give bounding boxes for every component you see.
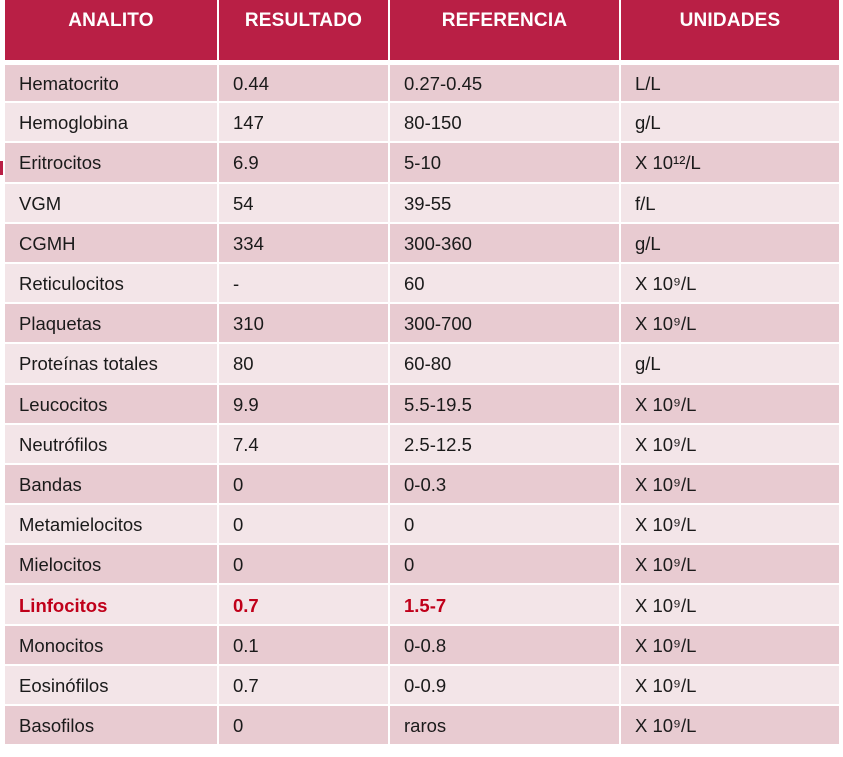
header-resultado: RESULTADO [217,0,390,63]
referencia-cell: 0-0.8 [388,623,621,666]
analito-cell: VGM [3,181,219,224]
referencia-cell: 2.5-12.5 [388,422,621,465]
unidades-cell: X 10⁹/L [619,382,841,425]
analito-cell: Bandas [3,462,219,506]
unidades-cell: X 10⁹/L [619,302,841,345]
resultado-cell: 0.44 [217,60,390,104]
analito-cell: Linfocitos [3,583,219,626]
resultado-cell: 9.9 [217,382,390,425]
analito-cell: Basofilos [3,703,219,747]
resultado-cell: 147 [217,101,390,144]
unidades-cell: X 10⁹/L [619,261,841,305]
resultado-cell: 0 [217,703,390,747]
analito-cell: Leucocitos [3,382,219,425]
unidades-cell: X 10⁹/L [619,462,841,506]
referencia-cell: 0.27-0.45 [388,60,621,104]
header-referencia: REFERENCIA [388,0,621,63]
analito-cell: Hematocrito [3,60,219,104]
header-unidades: UNIDADES [619,0,841,63]
analito-cell: Mielocitos [3,543,219,586]
analito-cell: CGMH [3,221,219,264]
unidades-cell: X 10⁹/L [619,663,841,707]
analito-cell: Metamielocitos [3,503,219,546]
table-row: Proteínas totales 80 60-80 g/L [3,342,841,385]
table-row: Linfocitos 0.7 1.5-7 X 10⁹/L [3,583,841,626]
unidades-cell: f/L [619,181,841,224]
referencia-cell: 300-360 [388,221,621,264]
table-row: Hemoglobina 147 80-150 g/L [3,101,841,144]
resultado-cell: 54 [217,181,390,224]
resultado-cell: 80 [217,342,390,385]
table-row: Leucocitos 9.9 5.5-19.5 X 10⁹/L [3,382,841,425]
unidades-cell: X 10⁹/L [619,503,841,546]
referencia-cell: 39-55 [388,181,621,224]
resultado-cell: 0.1 [217,623,390,666]
table-row: Plaquetas 310 300-700 X 10⁹/L [3,302,841,345]
analito-cell: Hemoglobina [3,101,219,144]
referencia-cell: 1.5-7 [388,583,621,626]
unidades-cell: g/L [619,342,841,385]
unidades-cell: X 10⁹/L [619,703,841,747]
table-body: Hematocrito 0.44 0.27-0.45 L/L Hemoglobina 14… [3,60,841,747]
table-row: Hematocrito 0.44 0.27-0.45 L/L [3,60,841,104]
table-row: Eosinófilos 0.7 0-0.9 X 10⁹/L [3,663,841,707]
referencia-cell: 0-0.3 [388,462,621,506]
referencia-cell: 300-700 [388,302,621,345]
unidades-cell: L/L [619,60,841,104]
resultado-cell: 0 [217,462,390,506]
resultado-cell: 310 [217,302,390,345]
table-row: CGMH 334 300-360 g/L [3,221,841,264]
resultado-cell: 0 [217,503,390,546]
table-row: Eritrocitos 6.9 5-10 X 10¹²/L [3,141,841,184]
referencia-cell: 0-0.9 [388,663,621,707]
analito-cell: Monocitos [3,623,219,666]
table-row: Basofilos 0 raros X 10⁹/L [3,703,841,747]
table-row: Bandas 0 0-0.3 X 10⁹/L [3,462,841,506]
analito-cell: Plaquetas [3,302,219,345]
referencia-cell: 80-150 [388,101,621,144]
table-row: Mielocitos 0 0 X 10⁹/L [3,543,841,586]
analito-cell: Eritrocitos [3,141,219,184]
table-row: VGM 54 39-55 f/L [3,181,841,224]
table-row: Monocitos 0.1 0-0.8 X 10⁹/L [3,623,841,666]
referencia-cell: raros [388,703,621,747]
analito-cell: Eosinófilos [3,663,219,707]
analito-cell: Neutrófilos [3,422,219,465]
resultado-cell: 0 [217,543,390,586]
resultado-cell: 334 [217,221,390,264]
analito-cell: Proteínas totales [3,342,219,385]
resultado-cell: 0.7 [217,583,390,626]
table-row: Neutrófilos 7.4 2.5-12.5 X 10⁹/L [3,422,841,465]
unidades-cell: X 10⁹/L [619,422,841,465]
unidades-cell: g/L [619,221,841,264]
referencia-cell: 0 [388,503,621,546]
table-header-row: ANALITO RESULTADO REFERENCIA UNIDADES [3,0,841,63]
unidades-cell: X 10⁹/L [619,543,841,586]
referencia-cell: 60-80 [388,342,621,385]
resultado-cell: 6.9 [217,141,390,184]
referencia-cell: 60 [388,261,621,305]
analito-cell: Reticulocitos [3,261,219,305]
table-row: Reticulocitos -60 X 10⁹/L [3,261,841,305]
header-analito: ANALITO [3,0,219,63]
table-row: Metamielocitos 0 0 X 10⁹/L [3,503,841,546]
resultado-cell: 0.7 [217,663,390,707]
unidades-cell: X 10⁹/L [619,623,841,666]
unidades-cell: g/L [619,101,841,144]
referencia-cell: 5-10 [388,141,621,184]
unidades-cell: X 10¹²/L [619,141,841,184]
referencia-cell: 0 [388,543,621,586]
referencia-cell: 5.5-19.5 [388,382,621,425]
resultado-cell: - [217,261,390,305]
lab-results-table: ANALITO RESULTADO REFERENCIA UNIDADES He… [3,0,841,747]
slide-edge-marker [0,161,3,175]
resultado-cell: 7.4 [217,422,390,465]
unidades-cell: X 10⁹/L [619,583,841,626]
